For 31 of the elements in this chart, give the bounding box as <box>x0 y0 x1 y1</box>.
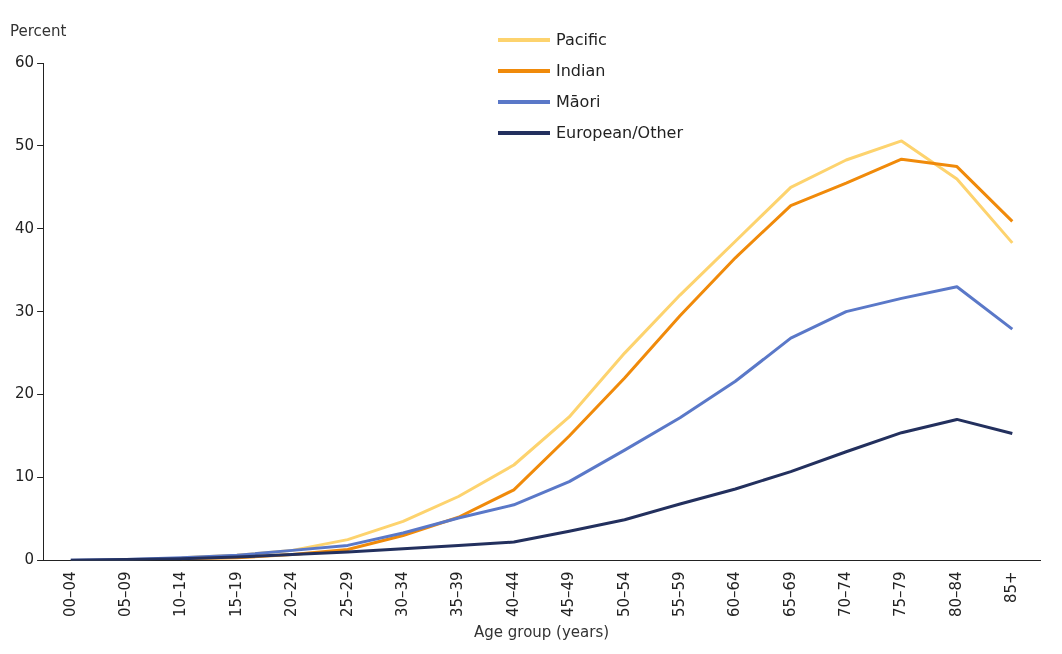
x-tick-label: 30–34 <box>392 571 411 618</box>
y-tick-label: 50 <box>14 135 35 154</box>
x-tick-label: 15–19 <box>226 571 245 618</box>
y-tick-label: 20 <box>14 384 35 403</box>
legend-label: European/Other <box>556 123 684 142</box>
y-tick-label: 30 <box>14 301 35 320</box>
x-tick-label: 70–74 <box>836 571 855 618</box>
x-tick-label: 40–44 <box>503 571 522 618</box>
x-tick-label: 50–54 <box>614 571 633 618</box>
x-tick-label: 35–39 <box>448 571 467 618</box>
y-tick-label: 10 <box>14 467 35 486</box>
x-tick-label: 65–69 <box>780 571 799 618</box>
legend-label: Māori <box>556 92 601 111</box>
x-tick-label: 10–14 <box>171 571 190 618</box>
legend-label: Pacific <box>556 30 607 49</box>
x-axis-title: Age group (years) <box>473 622 610 641</box>
y-tick-label: 60 <box>14 52 35 71</box>
legend-label: Indian <box>556 61 606 80</box>
x-tick-label: 75–79 <box>891 571 910 618</box>
y-tick-label: 40 <box>14 218 35 237</box>
x-tick-label: 55–59 <box>669 571 688 618</box>
x-tick-label: 25–29 <box>337 571 356 618</box>
y-tick-label: 0 <box>24 550 35 569</box>
x-tick-label: 05–09 <box>116 571 135 618</box>
x-tick-label: 60–64 <box>725 571 744 618</box>
x-tick-label: 20–24 <box>282 571 301 618</box>
x-tick-label: 00–04 <box>60 571 79 618</box>
y-axis-title: Percent <box>10 22 67 40</box>
x-tick-label: 80–84 <box>946 571 965 618</box>
x-tick-label: 85+ <box>1002 571 1021 603</box>
x-tick-label: 45–49 <box>559 571 578 618</box>
